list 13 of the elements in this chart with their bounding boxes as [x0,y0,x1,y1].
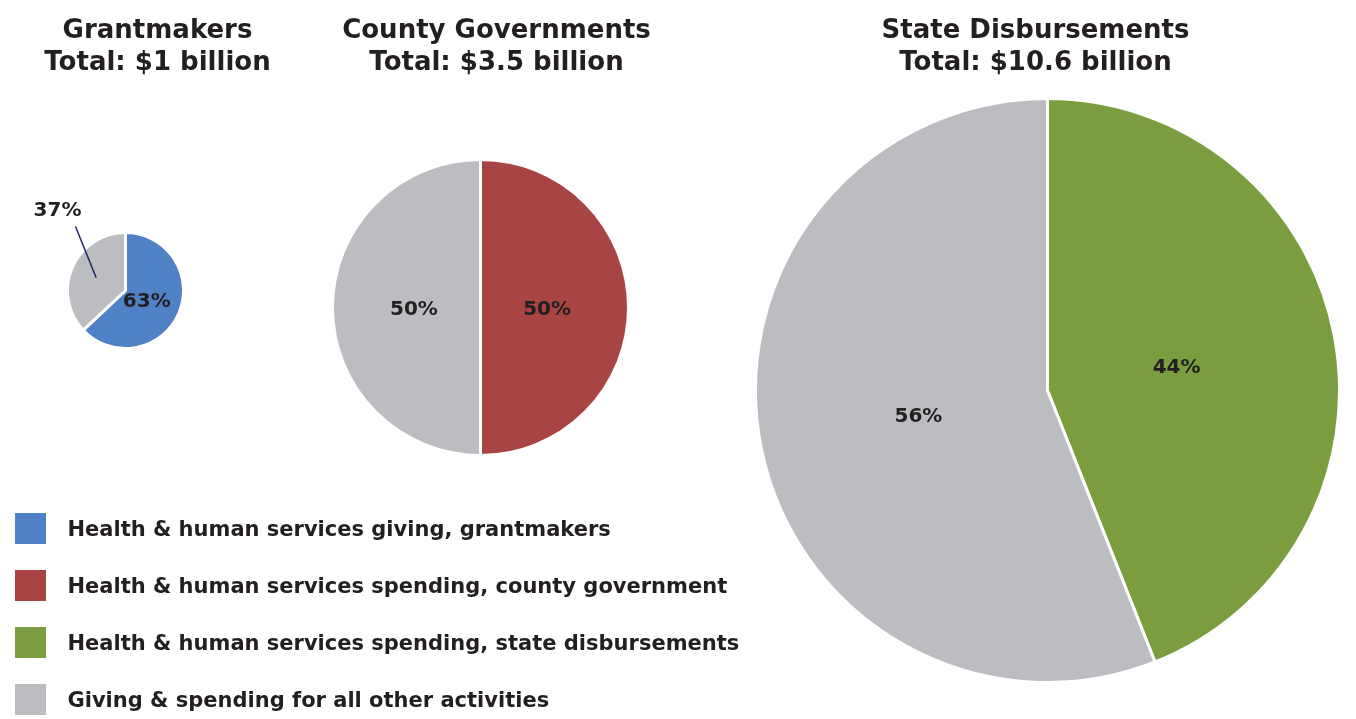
chart-title: County Governments Total: $3.5 billion [342,13,651,76]
chart-title: Grantmakers Total: $1 billion [44,13,271,76]
data-label: 37% [33,196,82,221]
data-label: 44% [1152,353,1201,378]
legend-label: Giving & spending for all other activities [67,687,550,712]
data-label: 56% [894,403,943,428]
data-label: 63% [122,287,171,312]
data-label: 50% [389,295,438,320]
data-label: 50% [523,295,572,320]
legend-label: Health & human services spending, state disbursements [67,630,740,655]
legend-label: Health & human services giving, grantmakers [67,516,611,541]
legend-label: Health & human services spending, county government [67,573,728,598]
chart-title: State Disbursements Total: $10.6 billion [881,13,1190,76]
